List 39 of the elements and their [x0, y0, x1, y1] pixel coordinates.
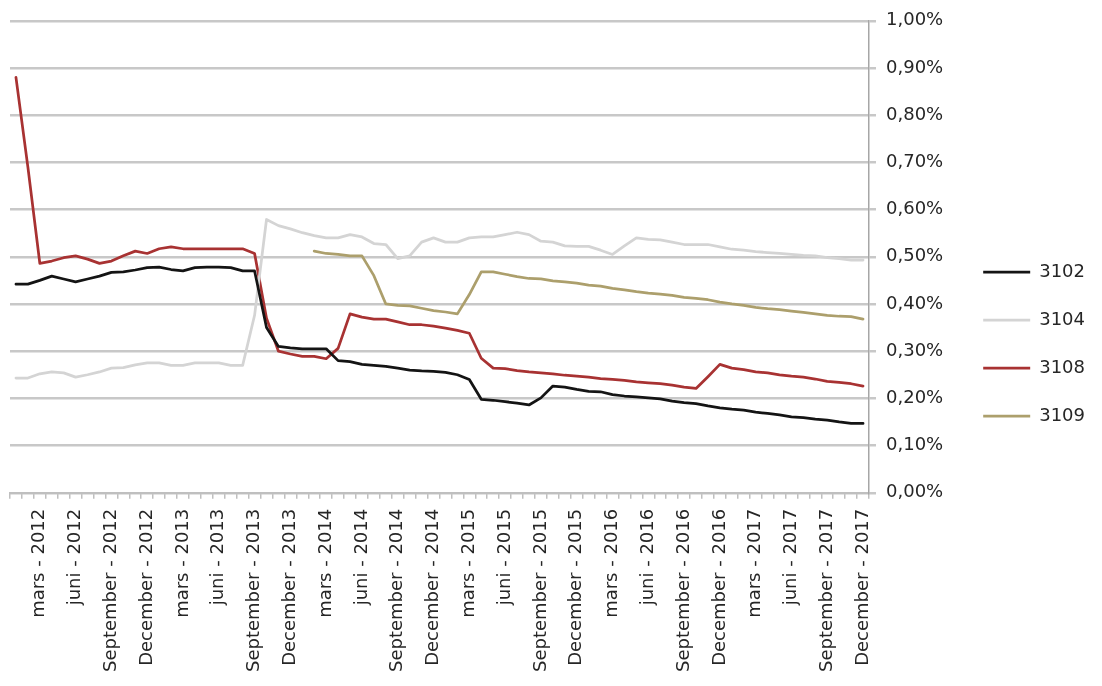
x-tick-label: mars - 2013 — [170, 508, 192, 618]
y-tick-label: 0,50% — [886, 244, 944, 266]
x-tick-label: December - 2014 — [421, 508, 443, 666]
legend-label: 3102 — [1039, 259, 1085, 281]
x-tick-label: juni - 2013 — [206, 508, 228, 607]
x-tick-label: December - 2017 — [850, 508, 872, 666]
y-tick-label: 0,90% — [886, 55, 944, 77]
y-tick-label: 0,40% — [886, 291, 944, 313]
x-tick-label: juni - 2016 — [635, 508, 657, 607]
y-tick-label: 0,70% — [886, 150, 944, 172]
y-tick-label: 0,30% — [886, 338, 944, 360]
x-tick-label: juni - 2015 — [492, 508, 514, 607]
x-tick-label: mars - 2016 — [600, 508, 622, 618]
x-tick-label: September - 2016 — [671, 508, 693, 673]
y-tick-label: 0,20% — [886, 386, 944, 408]
x-tick-label: December - 2013 — [278, 508, 300, 666]
y-tick-label: 0,00% — [886, 480, 944, 502]
y-tick-label: 0,60% — [886, 197, 944, 219]
x-tick-label: September - 2014 — [385, 508, 407, 673]
x-tick-label: September - 2015 — [528, 508, 550, 673]
x-tick-label: December - 2012 — [134, 508, 156, 666]
legend-label: 3108 — [1039, 355, 1085, 377]
x-tick-label: September - 2012 — [99, 508, 121, 673]
x-tick-label: juni - 2014 — [349, 508, 371, 607]
legend-label: 3104 — [1039, 307, 1085, 329]
y-tick-label: 1,00% — [886, 8, 944, 30]
x-tick-label: mars - 2014 — [313, 508, 335, 618]
x-tick-label: mars - 2012 — [27, 508, 49, 618]
x-tick-label: December - 2016 — [707, 508, 729, 666]
x-tick-label: September - 2013 — [242, 508, 264, 673]
x-tick-label: mars - 2015 — [457, 508, 478, 618]
x-tick-label: mars - 2017 — [743, 508, 765, 618]
x-tick-label: September - 2017 — [814, 508, 836, 673]
x-tick-label: December - 2015 — [564, 508, 586, 666]
y-tick-label: 0,10% — [886, 433, 944, 455]
x-tick-label: juni - 2012 — [63, 508, 85, 607]
x-tick-label: juni - 2017 — [779, 508, 801, 607]
legend-label: 3109 — [1039, 403, 1085, 425]
y-tick-label: 0,80% — [886, 102, 944, 124]
